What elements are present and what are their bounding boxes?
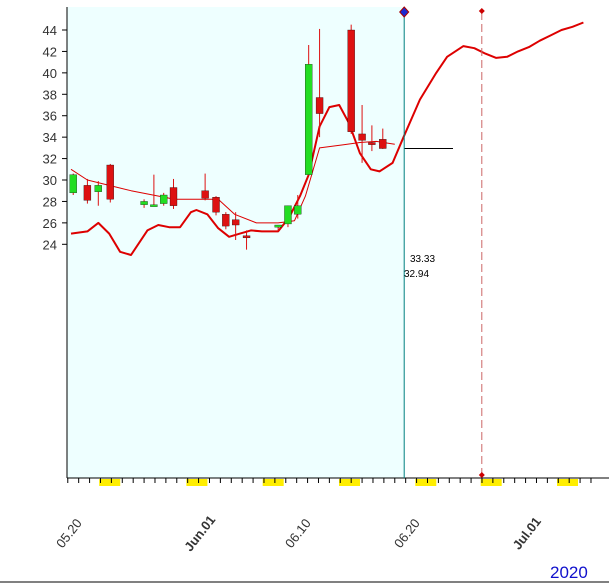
candle-body <box>150 204 158 207</box>
y-tick-label: 36 <box>43 109 57 124</box>
candle-body <box>347 29 355 132</box>
candle-down <box>201 173 209 201</box>
y-tick-label: 26 <box>43 216 57 231</box>
candle-down <box>231 212 240 241</box>
candle-down <box>347 24 355 134</box>
candle-up <box>305 45 313 175</box>
highlight-block <box>99 479 121 486</box>
y-tick-label: 24 <box>43 237 57 252</box>
series-layer <box>70 21 584 256</box>
value-label-upper: 33.33 <box>410 254 435 265</box>
candle-body <box>94 185 102 192</box>
candle-body <box>284 205 292 225</box>
candle-down <box>169 178 178 209</box>
candle-body <box>201 190 209 199</box>
forecast-bottom-marker <box>478 472 485 478</box>
forecast-line <box>70 21 584 256</box>
axis-layer: 24 26 28 30 32 34 36 38 40 42 44 05.20 Jun.01 06.10 06… <box>0 7 609 583</box>
candle-down <box>212 196 220 216</box>
candle-up <box>150 174 158 207</box>
candle-down <box>242 230 251 250</box>
year-label: 2020 <box>550 563 588 582</box>
candle-body <box>231 219 240 226</box>
candle-body <box>222 214 230 227</box>
highlight-block <box>415 479 437 486</box>
candle-down <box>222 212 230 230</box>
candle-up <box>69 173 77 196</box>
y-tick-label: 32 <box>43 152 57 167</box>
highlight-block <box>186 479 208 486</box>
candle-body <box>212 197 220 213</box>
candle-up <box>160 192 168 206</box>
highlight-block <box>339 479 360 486</box>
candle-layer <box>69 24 387 250</box>
highlight-block <box>557 479 578 486</box>
candle-down <box>379 128 387 149</box>
candle-body <box>358 133 366 141</box>
divider-diamond-icon <box>399 6 410 18</box>
candle-up <box>274 224 282 232</box>
candle-body <box>294 205 302 215</box>
candle-down <box>368 125 376 152</box>
x-tick-label: 06.20 <box>391 516 423 551</box>
candle-body <box>305 64 313 175</box>
y-tick-label: 38 <box>43 87 57 102</box>
value-label-lower: 32.94 <box>404 269 429 280</box>
candle-body <box>315 97 324 114</box>
candle-body <box>242 235 251 239</box>
y-tick-label: 44 <box>43 23 57 38</box>
candle-body <box>69 174 77 194</box>
x-tick-label: Jun.01 <box>181 512 218 554</box>
candle-body <box>379 139 387 149</box>
highlight-block <box>262 479 284 486</box>
marker-layer <box>399 6 485 478</box>
y-tick-label: 34 <box>43 130 57 145</box>
candle-body <box>368 142 376 145</box>
candle-up <box>294 195 302 219</box>
highlight-block <box>480 479 502 486</box>
y-tick-label: 40 <box>43 66 57 81</box>
forecast-top-marker <box>478 8 485 14</box>
y-tick-label: 42 <box>43 44 57 59</box>
candle-down <box>83 178 92 204</box>
candle-body <box>160 194 168 204</box>
candle-down <box>106 163 114 203</box>
candle-up <box>284 205 292 228</box>
x-tick-label: 06.10 <box>282 516 314 551</box>
candle-body <box>106 164 114 200</box>
candle-body <box>83 185 92 201</box>
candle-body <box>169 187 178 206</box>
x-tick-label: 05.20 <box>53 516 85 551</box>
y-tick-label: 30 <box>43 173 57 188</box>
candle-down <box>358 105 366 163</box>
y-tick-label: 28 <box>43 194 57 209</box>
average-line <box>70 140 395 224</box>
candle-body <box>140 201 148 205</box>
candle-body <box>274 224 282 228</box>
x-tick-label: Jul.01 <box>509 514 544 552</box>
candle-up <box>94 181 102 206</box>
candle-up <box>140 199 148 208</box>
candle-down <box>315 28 324 138</box>
